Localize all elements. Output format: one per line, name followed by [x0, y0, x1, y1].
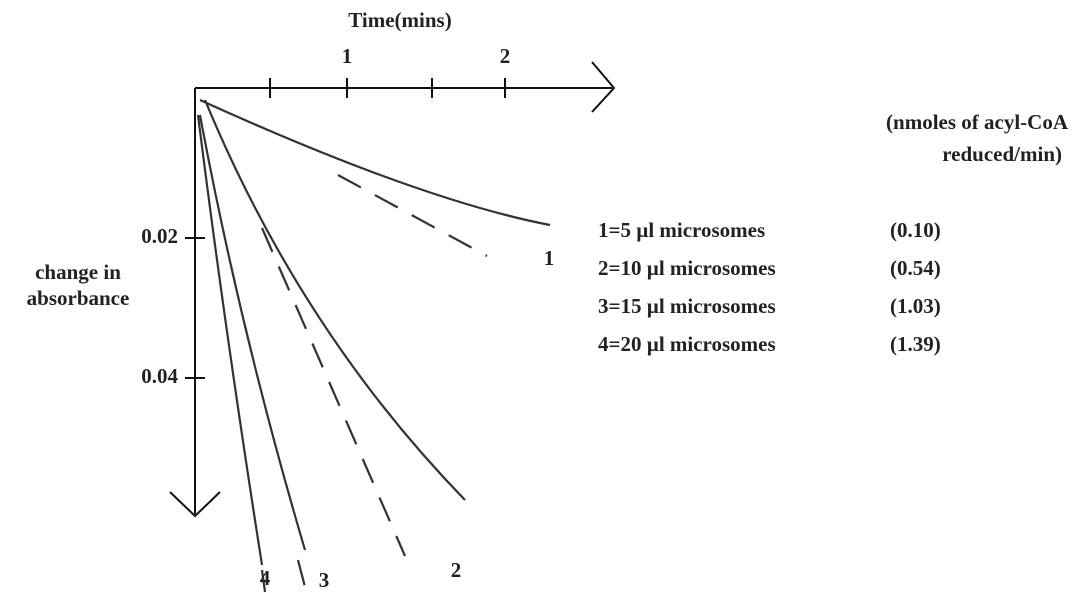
curve-3-fit	[296, 559, 307, 588]
curve-label: 1	[544, 246, 555, 270]
x-arrow	[591, 61, 616, 113]
x-axis-title: Time(mins)	[348, 8, 451, 32]
legend-label: 2=10 µl microsomes	[598, 256, 776, 280]
curve-2	[203, 99, 466, 501]
curve-label: 4	[260, 566, 271, 590]
legend-value: (1.03)	[890, 294, 941, 318]
curve-label: 2	[451, 558, 462, 582]
y-axis-title: change in	[35, 260, 121, 284]
x-tick-label: 1	[342, 44, 353, 68]
y-tick-label: 0.04	[141, 364, 178, 388]
curves	[196, 98, 551, 593]
curve-2-fit	[260, 227, 407, 557]
y-axis-title: absorbance	[27, 286, 130, 310]
curve-label: 3	[319, 568, 330, 592]
y-arrow	[169, 491, 221, 518]
legend-header: reduced/min)	[942, 142, 1062, 166]
curve-4-fit	[260, 569, 267, 593]
legend-label: 4=20 µl microsomes	[598, 332, 776, 356]
legend-label: 1=5 µl microsomes	[598, 218, 765, 242]
legend-value: (0.10)	[890, 218, 941, 242]
curve-3	[198, 114, 307, 551]
axes	[169, 61, 616, 518]
x-tick-label: 2	[500, 44, 511, 68]
legend-value: (1.39)	[890, 332, 941, 356]
curve-4	[196, 114, 264, 566]
curve-1-fit	[337, 174, 488, 257]
curve-1	[199, 98, 551, 227]
legend-value: (0.54)	[890, 256, 941, 280]
y-tick-label: 0.02	[141, 224, 178, 248]
legend-header: (nmoles of acyl-CoA	[886, 110, 1069, 134]
legend-label: 3=15 µl microsomes	[598, 294, 776, 318]
